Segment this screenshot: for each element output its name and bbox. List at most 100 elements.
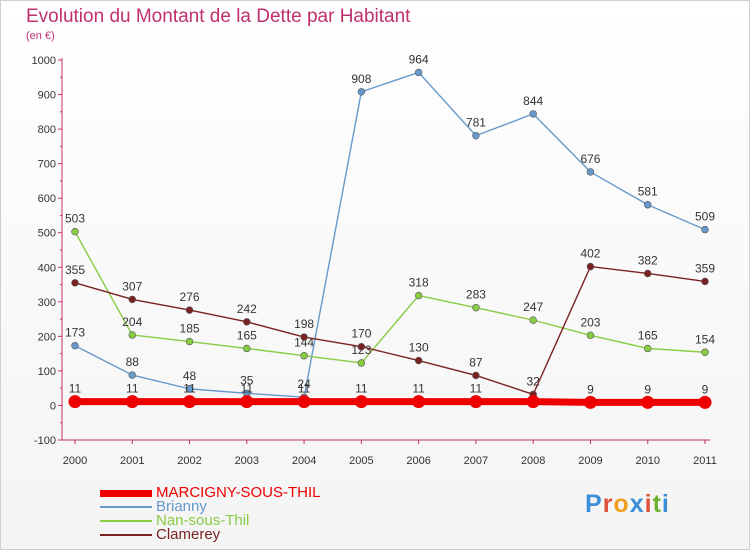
data-point	[701, 225, 709, 234]
data-point	[128, 371, 136, 379]
y-tick-label: 1000	[32, 55, 56, 67]
data-point	[586, 262, 595, 271]
data-label: 402	[580, 247, 600, 261]
data-point	[698, 395, 712, 409]
x-tick-label: 2002	[177, 455, 201, 467]
data-point	[183, 395, 197, 409]
data-label: 781	[466, 116, 486, 130]
y-tick-label: 500	[38, 228, 56, 240]
x-tick-label: 2008	[521, 455, 545, 467]
data-label: 11	[355, 382, 368, 396]
chart-title: Evolution du Montant de la Dette par Hab…	[26, 6, 411, 27]
proxiti-logo: Proxiti	[585, 490, 670, 519]
x-tick-label: 2011	[693, 455, 717, 467]
data-label: 88	[126, 355, 140, 369]
x-tick-label: 2005	[349, 455, 373, 467]
x-tick-label: 2000	[63, 455, 87, 467]
data-point	[701, 277, 709, 286]
y-tick-label: 300	[38, 297, 56, 309]
data-point	[68, 395, 82, 409]
series-line	[74, 265, 706, 396]
chart-legend: MARCIGNY-SOUS-THIL Brianny Nan-sous-Thil Cl…	[100, 484, 321, 544]
logo-letter: o	[613, 490, 630, 518]
y-tick-label: 700	[38, 159, 56, 171]
logo-letter: x	[629, 490, 645, 518]
legend-item: Clamerey	[100, 526, 320, 544]
data-label: 24	[297, 377, 311, 391]
data-point	[71, 341, 79, 350]
data-label: 964	[409, 52, 429, 66]
legend-label: Clamerey	[156, 526, 221, 544]
legend-item: MARCIGNY-SOUS-THIL	[100, 484, 321, 502]
legend-label: Nan-sous-Thil	[156, 512, 250, 530]
data-label: 307	[122, 279, 142, 293]
data-point	[185, 306, 194, 314]
data-point	[297, 395, 311, 409]
data-label: 503	[65, 212, 85, 226]
data-label: 185	[180, 322, 200, 336]
data-point	[529, 316, 537, 324]
data-point	[701, 348, 709, 356]
logo-letter: P	[585, 490, 603, 518]
data-label: 908	[351, 72, 371, 86]
data-label: 283	[466, 288, 486, 302]
data-label: 11	[412, 382, 425, 396]
data-label: 359	[695, 261, 715, 275]
data-point	[472, 303, 480, 312]
y-tick-label: 0	[50, 400, 56, 412]
data-point	[243, 318, 251, 326]
logo-letter: r	[602, 490, 614, 518]
data-point	[586, 331, 595, 340]
data-label: 11	[126, 382, 139, 396]
data-label: 355	[65, 263, 85, 277]
series-line	[74, 71, 706, 398]
data-point	[644, 201, 652, 209]
data-label: 170	[351, 327, 371, 341]
data-point	[357, 88, 366, 96]
data-label: 11	[183, 382, 196, 396]
data-point	[414, 356, 423, 365]
data-label: 242	[237, 302, 257, 316]
x-tick-label: 2010	[635, 455, 659, 467]
data-point	[644, 269, 652, 278]
data-label: 130	[409, 341, 429, 355]
data-label: 247	[523, 300, 543, 314]
data-label: 144	[294, 336, 314, 350]
data-label: 9	[644, 382, 651, 396]
data-label: 11	[298, 382, 311, 396]
legend-label: MARCIGNY-SOUS-THIL	[156, 484, 321, 502]
data-point	[469, 395, 483, 409]
legend-item: Brianny	[100, 499, 320, 514]
legend-swatch	[100, 534, 152, 537]
chart-unit: (en €)	[26, 30, 55, 42]
x-tick-label: 2001	[120, 455, 144, 467]
x-tick-label: 2009	[578, 455, 602, 467]
y-tick-label: 600	[38, 193, 56, 205]
data-point	[357, 359, 366, 367]
data-label: 32	[527, 374, 541, 388]
x-tick-label: 2004	[292, 455, 316, 467]
data-point	[300, 333, 308, 341]
legend-swatch	[100, 520, 152, 523]
logo-letter: t	[652, 490, 662, 518]
data-point	[185, 337, 194, 346]
data-label: 198	[294, 317, 314, 331]
data-label: 87	[469, 355, 483, 369]
data-point	[357, 343, 366, 351]
data-label: 581	[638, 185, 658, 199]
data-point	[526, 395, 540, 409]
y-tick-label: 400	[38, 262, 56, 274]
data-point	[128, 331, 136, 339]
data-label: 318	[409, 276, 429, 290]
data-label: 9	[587, 382, 594, 396]
data-point	[300, 352, 308, 360]
data-label: 844	[523, 94, 543, 108]
x-tick-label: 2006	[406, 455, 430, 467]
x-tick-label: 2003	[235, 455, 259, 467]
data-point	[71, 279, 79, 287]
data-point	[243, 344, 251, 353]
data-label: 9	[702, 382, 709, 396]
data-point	[185, 385, 194, 393]
